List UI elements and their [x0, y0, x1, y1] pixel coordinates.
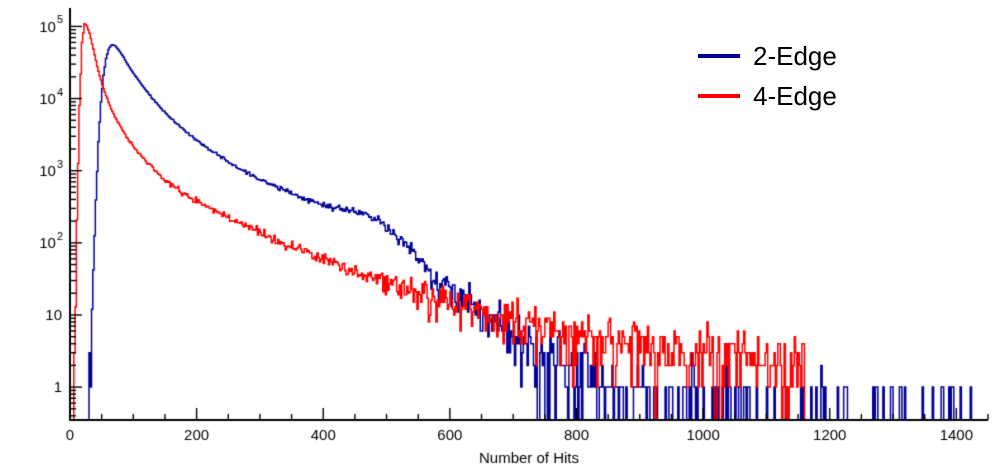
legend-item-4edge: 4-Edge: [698, 80, 837, 111]
legend-item-2edge: 2-Edge: [698, 40, 837, 71]
legend-label-2edge: 2-Edge: [753, 40, 837, 71]
legend-label-4edge: 4-Edge: [753, 80, 837, 111]
legend-line-2edge: [698, 53, 740, 58]
legend: 2-Edge 4-Edge: [698, 40, 837, 111]
legend-line-4edge: [698, 93, 740, 98]
